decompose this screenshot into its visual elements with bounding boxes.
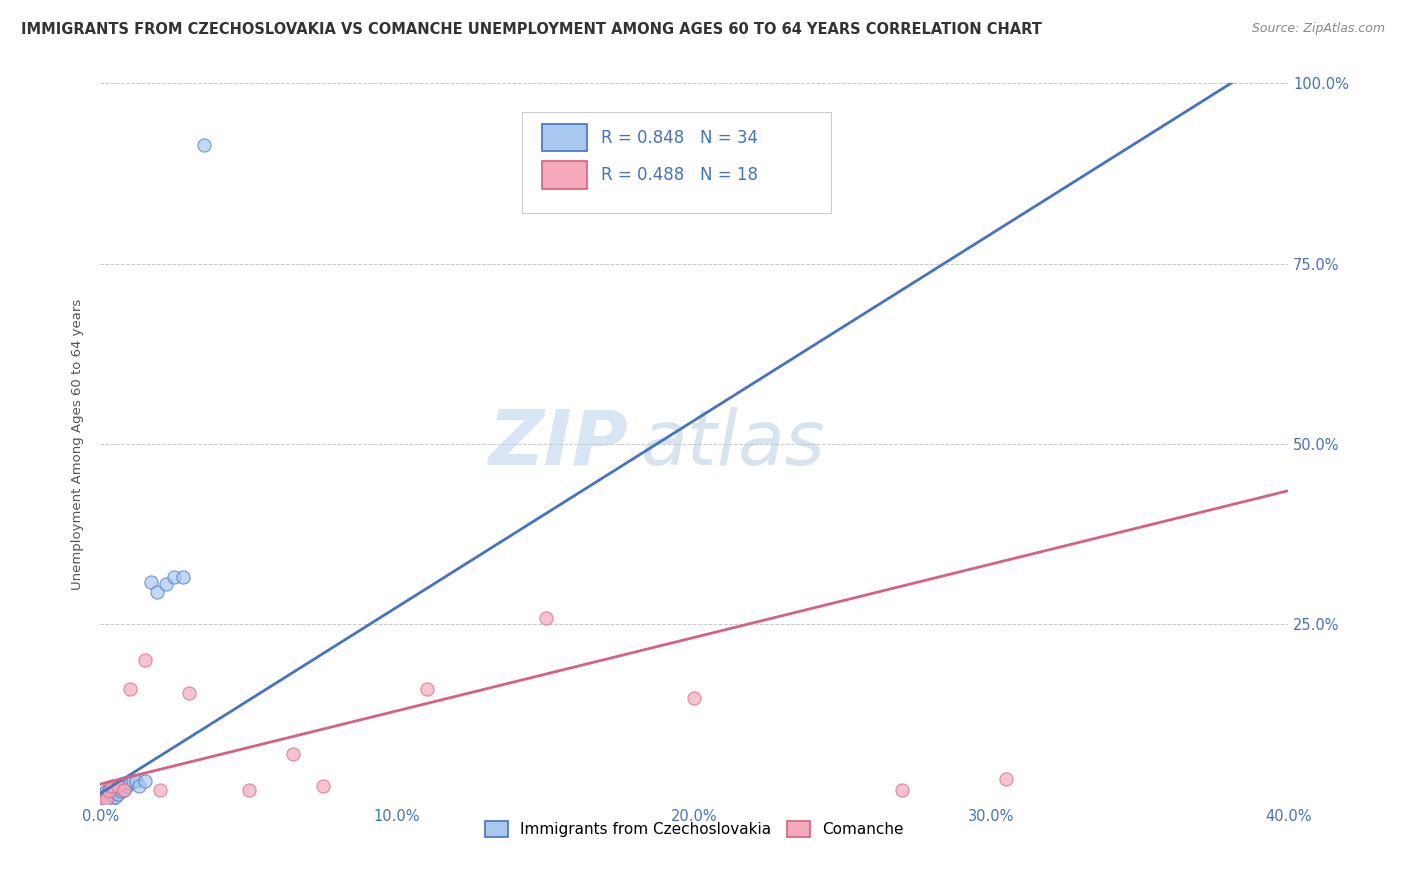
Point	[91, 794, 114, 808]
Point	[118, 681, 141, 696]
FancyBboxPatch shape	[522, 112, 831, 213]
Point	[416, 681, 439, 696]
Legend: Immigrants from Czechoslovakia, Comanche: Immigrants from Czechoslovakia, Comanche	[479, 814, 910, 844]
Point	[125, 774, 148, 789]
Point	[101, 791, 124, 805]
Point	[107, 779, 129, 793]
Point	[98, 783, 121, 797]
Point	[91, 794, 114, 808]
Point	[139, 575, 162, 590]
Point	[98, 794, 121, 808]
Point	[110, 777, 132, 791]
Point	[107, 787, 129, 801]
Point	[149, 783, 172, 797]
Point	[94, 784, 117, 798]
Point	[128, 779, 150, 793]
FancyBboxPatch shape	[543, 124, 588, 152]
Y-axis label: Unemployment Among Ages 60 to 64 years: Unemployment Among Ages 60 to 64 years	[72, 298, 84, 590]
Point	[312, 779, 335, 793]
Point	[193, 137, 215, 152]
Point	[94, 789, 117, 803]
Point	[112, 783, 135, 797]
Point	[91, 787, 114, 801]
Text: R = 0.488   N = 18: R = 0.488 N = 18	[602, 166, 758, 184]
Point	[163, 570, 186, 584]
Point	[134, 774, 156, 789]
Point	[172, 570, 194, 584]
Point	[145, 584, 167, 599]
FancyBboxPatch shape	[543, 161, 588, 189]
Point	[155, 577, 177, 591]
Point	[891, 783, 914, 797]
Point	[122, 774, 145, 789]
Point	[101, 787, 124, 801]
Point	[98, 790, 121, 805]
Point	[134, 653, 156, 667]
Point	[94, 791, 117, 805]
Text: ZIP: ZIP	[489, 407, 628, 481]
Text: IMMIGRANTS FROM CZECHOSLOVAKIA VS COMANCHE UNEMPLOYMENT AMONG AGES 60 TO 64 YEAR: IMMIGRANTS FROM CZECHOSLOVAKIA VS COMANC…	[21, 22, 1042, 37]
Point	[118, 775, 141, 789]
Point	[238, 783, 260, 797]
Point	[104, 784, 127, 798]
Point	[112, 775, 135, 789]
Point	[104, 779, 127, 793]
Point	[683, 690, 706, 705]
Point	[94, 791, 117, 805]
Point	[994, 772, 1017, 786]
Point	[107, 781, 129, 796]
Point	[98, 787, 121, 801]
Point	[179, 685, 201, 699]
Point	[283, 747, 305, 761]
Point	[534, 611, 557, 625]
Point	[115, 779, 138, 793]
Point	[91, 790, 114, 805]
Point	[101, 781, 124, 796]
Text: atlas: atlas	[641, 407, 825, 481]
Point	[98, 784, 121, 798]
Text: Source: ZipAtlas.com: Source: ZipAtlas.com	[1251, 22, 1385, 36]
Text: R = 0.848   N = 34: R = 0.848 N = 34	[602, 128, 758, 146]
Point	[112, 783, 135, 797]
Point	[101, 779, 124, 793]
Point	[110, 784, 132, 798]
Point	[104, 790, 127, 805]
